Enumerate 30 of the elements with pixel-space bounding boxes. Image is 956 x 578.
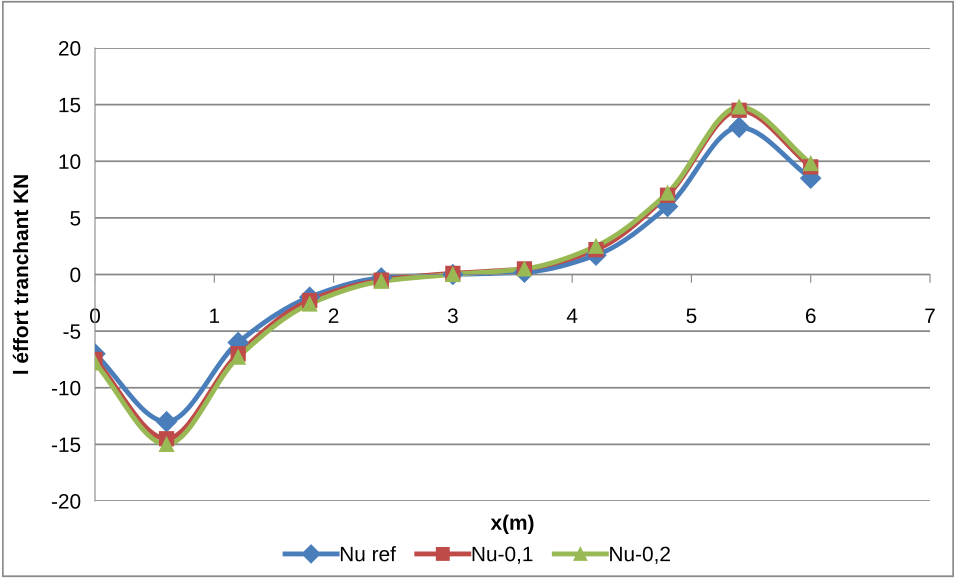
- y-tick-label: 0: [70, 268, 80, 282]
- y-tick-label: -10: [52, 380, 80, 396]
- x-tick-label: 0: [90, 308, 100, 324]
- legend-label: Nu-0,1: [472, 546, 532, 564]
- point: [230, 350, 246, 365]
- y-tick-label: 15: [60, 98, 80, 112]
- y-tick-label: 10: [60, 154, 80, 170]
- x-tick-label: 2: [328, 308, 338, 323]
- y-tick-label: 20: [58, 41, 80, 56]
- point: [158, 436, 174, 452]
- x-tick-label: 1: [210, 308, 220, 323]
- point: [302, 296, 318, 312]
- legend-label: Nu-0,2: [610, 546, 670, 564]
- y-tick-label: -20: [52, 494, 80, 509]
- point: [156, 411, 178, 432]
- x-tick-label: 4: [566, 308, 578, 323]
- y-axis-title: l éffort tranchant KN: [12, 175, 28, 374]
- point: [728, 116, 750, 138]
- point: [588, 238, 604, 254]
- x-tick-label: 7: [925, 308, 935, 323]
- point: [732, 99, 747, 115]
- x-tick-label: 6: [806, 308, 816, 324]
- y-tick-label: -15: [52, 438, 80, 452]
- x-tick-label: 5: [686, 308, 696, 324]
- x-axis-title: x(m): [490, 514, 534, 534]
- y-tick-label: -5: [64, 324, 80, 339]
- x-tick-label: 3: [448, 308, 458, 324]
- point: [803, 156, 818, 172]
- y-tick-label: 5: [70, 211, 80, 226]
- legend-label: Nu ref: [340, 546, 396, 562]
